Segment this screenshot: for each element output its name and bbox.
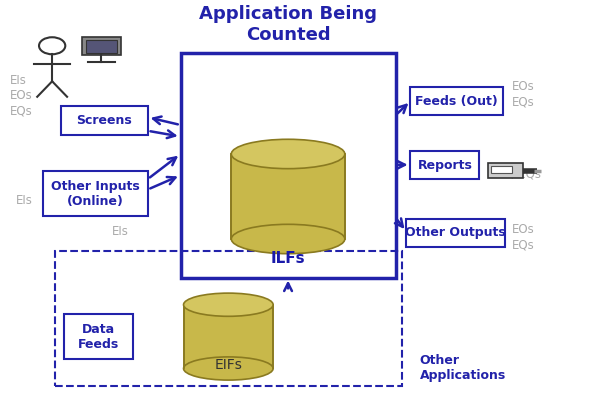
Text: EOs, EQs: EOs, EQs [488,167,541,181]
Text: EIFs: EIFs [214,357,242,372]
Text: EOs
EQs: EOs EQs [512,80,535,108]
Ellipse shape [232,139,345,169]
Polygon shape [184,305,273,369]
Text: EIs: EIs [16,194,33,207]
Ellipse shape [184,293,273,316]
Polygon shape [232,154,345,239]
FancyBboxPatch shape [410,88,503,115]
Ellipse shape [232,224,345,254]
FancyBboxPatch shape [43,171,148,216]
FancyBboxPatch shape [491,166,512,173]
FancyBboxPatch shape [64,314,133,359]
Ellipse shape [184,357,273,380]
Text: EOs
EQs: EOs EQs [512,223,535,251]
Text: EIs
EOs
EQs: EIs EOs EQs [10,75,33,117]
FancyBboxPatch shape [410,151,479,179]
Text: Reports: Reports [418,159,472,172]
FancyBboxPatch shape [82,37,121,55]
FancyBboxPatch shape [61,105,148,135]
FancyBboxPatch shape [86,40,116,53]
Text: EIs: EIs [112,225,129,238]
Text: Other Inputs
(Online): Other Inputs (Online) [51,180,140,208]
FancyBboxPatch shape [406,219,505,247]
Text: Screens: Screens [77,114,132,127]
Text: Other Outputs: Other Outputs [405,226,506,239]
Text: Application Being
Counted: Application Being Counted [199,5,377,44]
Text: Data
Feeds: Data Feeds [78,323,119,351]
Text: Feeds (Out): Feeds (Out) [415,95,498,108]
Text: Other
Applications: Other Applications [419,354,506,382]
Text: ILFs: ILFs [271,251,305,266]
FancyBboxPatch shape [488,163,523,178]
